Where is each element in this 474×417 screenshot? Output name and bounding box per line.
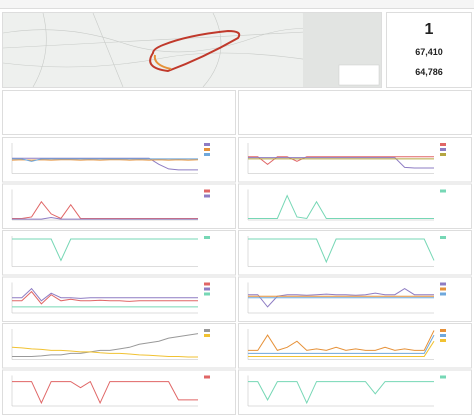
line-series: [248, 238, 435, 264]
chart-panel: [2, 183, 236, 229]
legend-swatch: [440, 334, 446, 337]
legend-swatch: [440, 148, 446, 151]
chart-panel: [238, 183, 472, 229]
line-series: [11, 346, 198, 358]
legend-swatch: [204, 153, 210, 156]
list-panel: [238, 90, 472, 135]
line-series: [12, 217, 198, 220]
route: [153, 54, 172, 70]
legend-swatch: [440, 153, 446, 156]
chart-panel: [2, 369, 236, 415]
legend-swatch: [204, 148, 210, 151]
line-series: [248, 157, 434, 169]
chart-panel: [238, 323, 472, 369]
legend-swatch: [440, 339, 446, 342]
line-series: [248, 194, 434, 220]
chart-panel: [238, 276, 472, 322]
chart-panel: [2, 276, 236, 322]
legend-swatch: [440, 282, 446, 286]
line-series: [12, 158, 198, 162]
legend-swatch: [204, 143, 210, 146]
line-series: [12, 287, 198, 302]
legend-swatch: [204, 292, 210, 296]
line-series: [248, 340, 435, 357]
route: [149, 29, 241, 73]
line-series: [248, 334, 435, 354]
line-series: [248, 156, 434, 165]
legend-swatch: [204, 194, 210, 198]
legend-swatch: [204, 189, 210, 193]
legend-swatch: [204, 334, 210, 337]
legend-swatch: [440, 189, 446, 193]
list-panel: [2, 90, 236, 135]
line-series: [12, 290, 198, 305]
stat-value: 64,786: [415, 67, 443, 77]
legend-swatch: [204, 329, 210, 332]
legend-swatch: [440, 287, 446, 291]
stats-panel: 1 67,410 64,786: [386, 12, 472, 88]
legend-swatch: [204, 375, 210, 379]
stat-value: 1: [424, 21, 434, 38]
top-bar: [0, 0, 474, 9]
line-series: [12, 157, 198, 171]
legend-swatch: [204, 287, 210, 291]
legend-swatch: [440, 236, 446, 239]
map-legend: [338, 64, 380, 86]
line-series: [248, 381, 434, 405]
legend-swatch: [440, 329, 446, 332]
chart-panel: [238, 230, 472, 276]
stat-value: 67,410: [415, 47, 443, 57]
line-series: [248, 330, 435, 351]
legend-swatch: [440, 143, 446, 146]
map-panel: [2, 12, 382, 88]
map: [2, 12, 382, 88]
line-series: [12, 238, 198, 262]
legend-swatch: [204, 282, 210, 286]
line-series: [12, 333, 199, 357]
chart-panel: [238, 369, 472, 415]
chart-panel: [2, 323, 236, 369]
chart-panel: [238, 137, 472, 183]
legend-swatch: [440, 292, 446, 296]
legend-swatch: [204, 236, 210, 239]
line-series: [12, 200, 198, 220]
legend-swatch: [440, 375, 446, 379]
charts: [2, 137, 472, 415]
chart-panel: [2, 230, 236, 276]
line-series: [12, 380, 198, 405]
